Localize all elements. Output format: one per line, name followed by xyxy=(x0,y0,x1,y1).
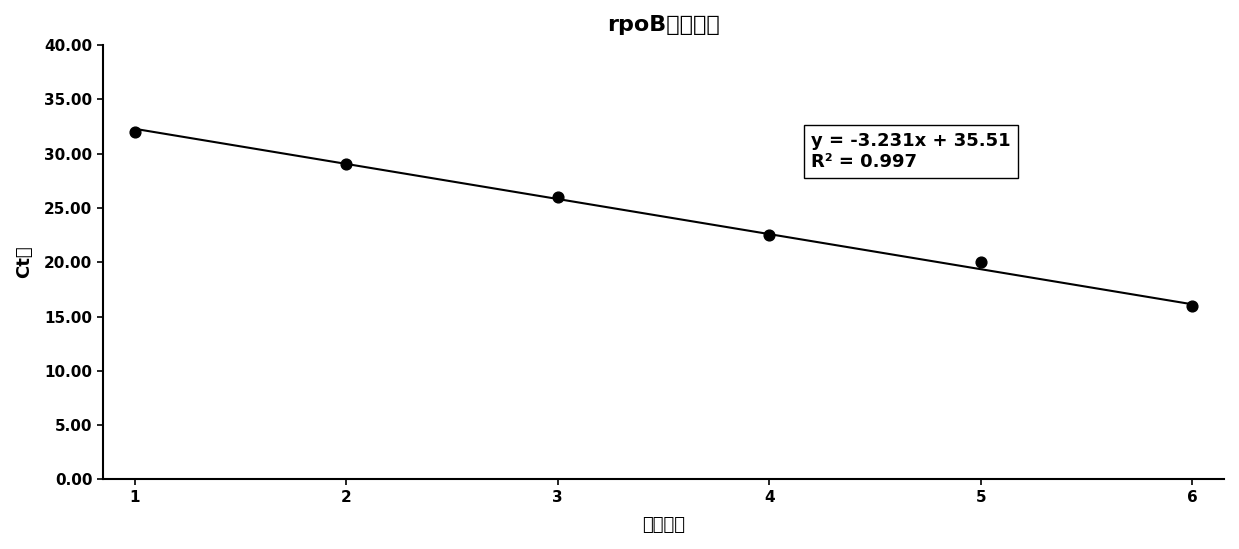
Point xyxy=(548,193,567,201)
X-axis label: 浓度梯度: 浓度梯度 xyxy=(642,516,685,534)
Y-axis label: Ct值: Ct值 xyxy=(15,246,33,278)
Point xyxy=(760,231,779,239)
Point xyxy=(336,160,356,169)
Text: y = -3.231x + 35.51
R² = 0.997: y = -3.231x + 35.51 R² = 0.997 xyxy=(812,132,1011,171)
Point xyxy=(1182,301,1202,310)
Point xyxy=(971,258,991,267)
Title: rpoB基因引物: rpoB基因引物 xyxy=(607,15,720,35)
Point xyxy=(125,127,145,136)
